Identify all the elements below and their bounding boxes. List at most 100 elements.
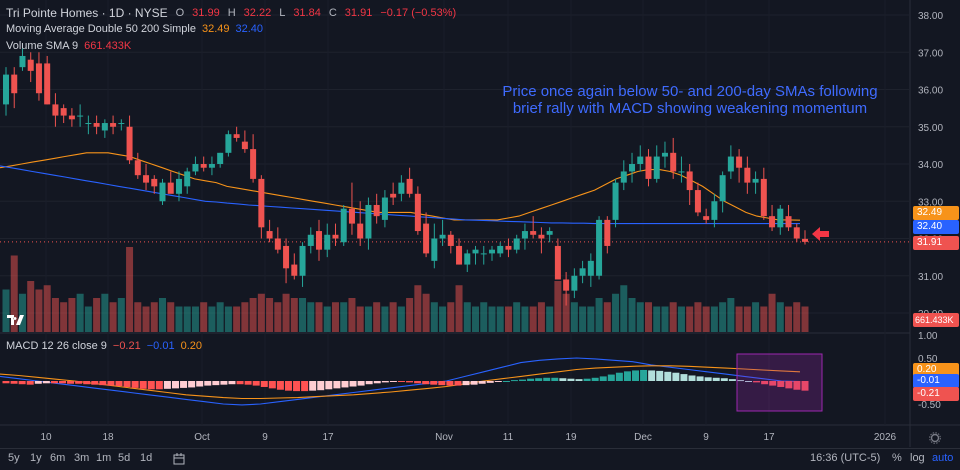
candle-body <box>472 249 479 254</box>
candle-body <box>217 152 224 164</box>
macd-histogram-bar <box>438 381 446 386</box>
settings-gear-icon[interactable] <box>929 431 941 444</box>
timeframe-5d[interactable]: 5d <box>118 452 131 464</box>
tradingview-logo[interactable] <box>6 313 26 327</box>
candle-body <box>283 245 290 269</box>
macd-histogram-bar <box>793 381 801 390</box>
volume-bar <box>603 302 611 332</box>
macd-histogram-bar <box>769 381 777 386</box>
candle-body <box>760 178 767 217</box>
volume-bar <box>51 298 59 332</box>
macd-histogram-bar <box>91 381 99 385</box>
candle-body <box>579 268 586 276</box>
candle-body <box>736 156 743 168</box>
volume-bar <box>282 293 290 332</box>
ma-legend[interactable]: Moving Average Double 50 200 Simple 32.4… <box>6 23 263 35</box>
timezone-clock[interactable]: 16:36 (UTC-5) <box>810 452 881 464</box>
volume-bar <box>323 306 331 332</box>
candle-body <box>307 234 314 246</box>
candle-body <box>645 156 652 179</box>
volume-bar <box>636 302 644 332</box>
candle-body <box>530 231 537 235</box>
timeframe-1d[interactable]: 1d <box>140 452 153 464</box>
symbol-title[interactable]: Tri Pointe Homes · 1D · NYSE <box>6 6 168 20</box>
candle-body <box>447 234 454 246</box>
volume-label[interactable]: Volume SMA 9 <box>6 40 79 52</box>
candle-body <box>439 234 446 239</box>
candle-body <box>513 238 520 250</box>
volume-bar <box>521 306 529 332</box>
volume-bar <box>455 285 463 332</box>
macd-histogram-bar <box>34 381 42 384</box>
macd-histogram-bar <box>2 381 10 384</box>
candle-body <box>488 249 495 254</box>
candle-body <box>291 264 298 276</box>
macd-histogram-bar <box>535 378 543 381</box>
macd-histogram-bar <box>75 381 83 384</box>
macd-legend[interactable]: MACD 12 26 close 9 −0.21 −0.01 0.20 <box>6 340 202 352</box>
macd-histogram-bar <box>58 381 66 384</box>
macd-histogram-bar <box>147 381 155 390</box>
candle-body <box>785 216 792 228</box>
volume-bar <box>488 306 496 332</box>
volume-bar <box>504 306 512 332</box>
volume-bar <box>686 306 694 332</box>
auto-toggle[interactable]: auto <box>932 452 954 464</box>
macd-histogram-bar <box>131 381 139 388</box>
timeframe-6m[interactable]: 6m <box>50 452 66 464</box>
candle-body <box>19 55 26 68</box>
volume-bar <box>793 302 801 332</box>
candle-body <box>27 59 34 71</box>
macd-histogram-bar <box>276 381 284 390</box>
volume-bar <box>480 302 488 332</box>
volume-bar <box>496 306 504 332</box>
macd-histogram-bar <box>446 381 454 386</box>
high-value: 32.22 <box>243 7 272 19</box>
candle-body <box>670 152 677 172</box>
ma50-line <box>0 152 801 221</box>
close-label: C <box>328 7 337 19</box>
volume-bar <box>290 298 298 332</box>
volume-bar <box>702 306 710 332</box>
volume-bar <box>414 285 422 332</box>
candle-body <box>373 204 380 217</box>
macd-histogram-bar <box>519 379 527 381</box>
log-toggle[interactable]: log <box>910 452 925 464</box>
timeframe-1m[interactable]: 1m <box>96 452 112 464</box>
annotation-text[interactable]: Price once again below 50- and 200-day S… <box>502 83 878 117</box>
macd-histogram-bar <box>341 381 349 388</box>
macd-histogram-bar <box>696 376 704 381</box>
time-axis-label: 19 <box>565 432 577 443</box>
candle-body <box>521 231 528 239</box>
macd-histogram-bar <box>244 381 252 385</box>
candle-body <box>200 164 207 168</box>
candle-body <box>134 160 141 176</box>
macd-histogram-bar <box>656 370 664 381</box>
macd-histogram-bar <box>123 381 131 387</box>
ma-label[interactable]: Moving Average Double 50 200 Simple <box>6 23 196 35</box>
timeframe-5y[interactable]: 5y <box>8 452 20 464</box>
macd-histogram-bar <box>753 381 761 383</box>
time-axis-label: Oct <box>194 432 210 443</box>
volume-bar <box>266 298 274 332</box>
volume-bar <box>150 302 158 332</box>
goto-date-icon[interactable] <box>173 452 185 465</box>
volume-bar <box>447 302 455 332</box>
volume-tag: 661.433K <box>913 313 959 327</box>
volume-legend[interactable]: Volume SMA 9 661.433K <box>6 40 131 52</box>
timeframe-1y[interactable]: 1y <box>30 452 42 464</box>
timeframe-3m[interactable]: 3m <box>74 452 90 464</box>
candle-body <box>727 156 734 172</box>
macd-line-tag: -0.01 <box>913 374 959 388</box>
macd-hist-value: −0.21 <box>112 340 141 352</box>
macd-axis-label: 1.00 <box>918 331 938 342</box>
candle-body <box>101 123 108 131</box>
percent-toggle[interactable]: % <box>892 452 902 464</box>
volume-bar <box>348 298 356 332</box>
volume-bar <box>109 302 117 332</box>
volume-bar <box>463 302 471 332</box>
macd-histogram-bar <box>381 381 389 383</box>
macd-label[interactable]: MACD 12 26 close 9 <box>6 340 107 352</box>
symbol-legend[interactable]: Tri Pointe Homes · 1D · NYSE O 31.99 H 32.… <box>6 6 458 20</box>
